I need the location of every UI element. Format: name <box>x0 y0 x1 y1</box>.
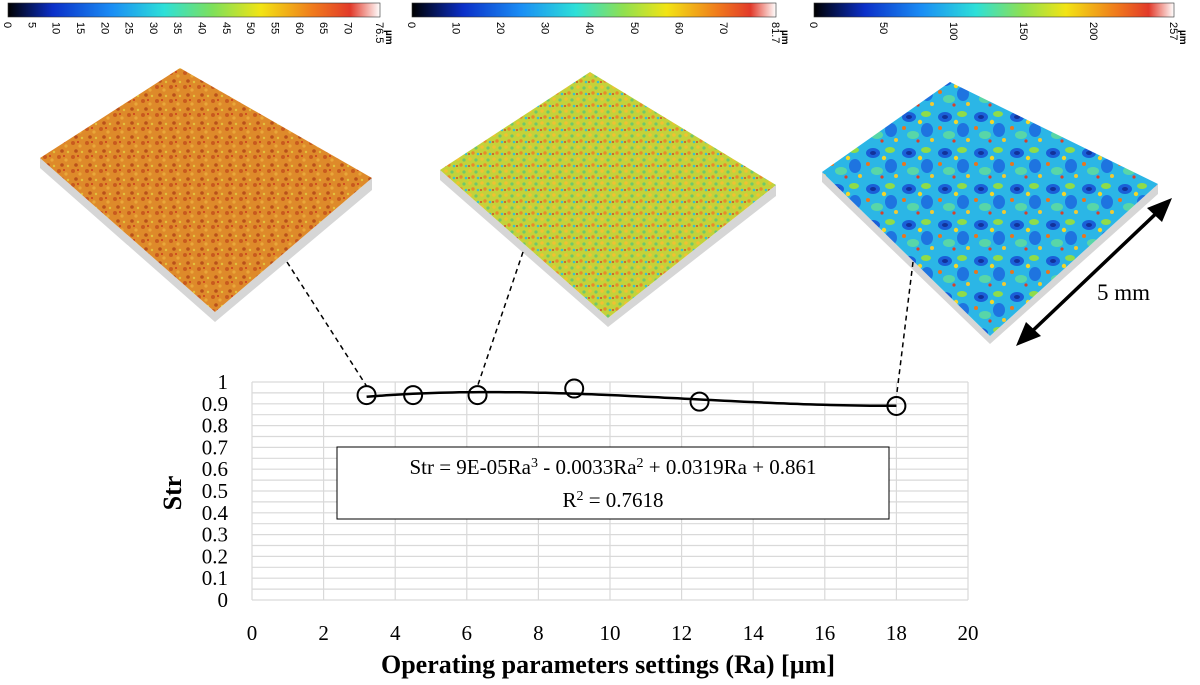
surface-3 <box>822 82 1158 344</box>
colorbar-1-tick-label: 76.5 <box>373 22 385 43</box>
colorbar-3-tick-label: 257 <box>1167 22 1179 40</box>
y-tick-label: 1 <box>218 370 229 394</box>
equation-text: Str = 9E-05Ra3 - 0.0033Ra2 + 0.0319Ra + … <box>409 455 816 479</box>
scale-label: 5 mm <box>1097 280 1150 305</box>
colorbar-1-tick-label: 40 <box>196 22 208 34</box>
y-tick-label: 0 <box>218 588 229 612</box>
colorbar-1-tick-label: 45 <box>220 22 232 34</box>
x-tick-label: 16 <box>814 621 835 645</box>
y-tick-labels: 00.10.20.30.40.50.60.70.80.91 <box>202 370 229 612</box>
surface-1-connector <box>286 261 368 387</box>
surface-1-top <box>40 68 372 312</box>
surface-2-connector <box>476 251 524 387</box>
y-tick-label: 0.7 <box>202 435 228 459</box>
x-tick-label: 14 <box>743 621 765 645</box>
surface-1 <box>40 68 372 322</box>
colorbar-2-tick-label: 70 <box>717 22 729 34</box>
colorbar-2-tick-label: 0 <box>405 22 417 28</box>
colorbar-1-tick-label: 10 <box>50 22 62 34</box>
colorbar-3-tick-label: 150 <box>1017 22 1029 40</box>
colorbar-1: 0 5 10 15 20 25 30 35 40 45 50 55 60 65 70 76.5 µm <box>1 2 394 45</box>
x-tick-label: 20 <box>958 621 979 645</box>
y-tick-label: 0.3 <box>202 523 228 547</box>
colorbar-2-tick-label: 50 <box>628 22 640 34</box>
colorbar-3-gradient <box>813 2 1175 18</box>
colorbar-2: 0 10 20 30 40 50 60 70 81.7 µm <box>405 2 790 45</box>
x-tick-labels: 0 2 4 6 8 10 12 14 16 18 20 <box>247 621 979 645</box>
y-tick-label: 0.8 <box>202 414 228 438</box>
x-tick-label: 0 <box>247 621 258 645</box>
colorbar-1-tick-label: 25 <box>123 22 135 34</box>
surface-1-base <box>40 158 372 322</box>
data-point <box>689 391 710 412</box>
colorbar-1-tick-label: 30 <box>147 22 159 34</box>
colorbar-2-tick-label: 60 <box>672 22 684 34</box>
colorbar-3-tick-label: 200 <box>1087 22 1099 40</box>
trendline <box>366 390 897 408</box>
colorbar-1-tick-label: 50 <box>244 22 256 34</box>
colorbar-1-tick-label: 55 <box>269 22 281 34</box>
colorbar-2-tick-label: 81.7 <box>769 22 781 43</box>
x-tick-label: 12 <box>671 621 692 645</box>
scale-arrow <box>1016 198 1172 346</box>
equation-box: Str = 9E-05Ra3 - 0.0033Ra2 + 0.0319Ra + … <box>336 446 890 520</box>
colorbar-1-tick-label: 60 <box>293 22 305 34</box>
colorbar-3-tick-label: 100 <box>947 22 959 40</box>
y-tick-label: 0.2 <box>202 544 228 568</box>
x-axis-title: Operating parameters settings (Ra) [µm] <box>381 650 835 679</box>
x-tick-label: 6 <box>462 621 473 645</box>
x-tick-label: 4 <box>390 621 401 645</box>
y-tick-label: 0.5 <box>202 479 228 503</box>
colorbar-2-tick-label: 10 <box>450 22 462 34</box>
colorbar-2-gradient <box>411 2 777 18</box>
data-point <box>467 385 488 406</box>
surface-connectors <box>286 251 914 398</box>
colorbar-1-gradient <box>7 2 381 18</box>
surface-2-top <box>440 72 776 318</box>
colorbar-1-tick-label: 0 <box>1 22 13 28</box>
colorbar-2-unit: µm <box>779 30 790 45</box>
colorbar-1-ticks: 0 5 10 15 20 25 30 35 40 45 50 55 60 65 70 76.5 <box>1 22 385 43</box>
colorbar-1-tick-label: 15 <box>74 22 86 34</box>
equation-box-frame <box>336 446 890 520</box>
colorbar-2-tick-label: 40 <box>583 22 595 34</box>
data-point <box>564 378 585 399</box>
colorbar-2-tick-label: 30 <box>539 22 551 34</box>
surface-2 <box>440 72 776 327</box>
data-points <box>356 378 907 416</box>
chart: 0 2 4 6 8 10 12 14 16 18 20 00.10.20.30.40.50.60.7… <box>158 251 979 679</box>
y-tick-label: 0.6 <box>202 457 228 481</box>
x-tick-label: 18 <box>886 621 907 645</box>
x-tick-label: 8 <box>533 621 544 645</box>
colorbar-3: 0 50 100 150 200 257 µm <box>807 2 1188 45</box>
r-squared-text: R2 = 0.7618 <box>562 488 663 512</box>
colorbar-2-tick-label: 20 <box>494 22 506 34</box>
colorbar-3-tick-label: 0 <box>807 22 819 28</box>
colorbar-1-tick-label: 5 <box>25 22 37 28</box>
y-tick-label: 0.4 <box>202 501 229 525</box>
colorbar-1-tick-label: 65 <box>317 22 329 34</box>
data-point <box>403 385 424 406</box>
y-axis-title: Str <box>158 476 187 511</box>
colorbar-1-tick-label: 35 <box>171 22 183 34</box>
y-tick-label: 0.1 <box>202 566 228 590</box>
colorbar-1-tick-label: 20 <box>98 22 110 34</box>
colorbar-3-ticks: 0 50 100 150 200 257 <box>807 22 1179 40</box>
surface-3-top <box>822 82 1158 336</box>
colorbar-3-tick-label: 50 <box>877 22 889 34</box>
colorbar-3-unit: µm <box>1177 30 1188 45</box>
colorbar-2-ticks: 0 10 20 30 40 50 60 70 81.7 <box>405 22 781 43</box>
surface-3-connector <box>895 261 914 398</box>
data-point <box>886 395 907 416</box>
data-point <box>356 385 377 406</box>
colorbar-1-tick-label: 70 <box>341 22 353 34</box>
colorbar-1-unit: µm <box>383 30 394 45</box>
y-tick-label: 0.9 <box>202 392 228 416</box>
x-tick-label: 10 <box>600 621 621 645</box>
x-tick-label: 2 <box>318 621 329 645</box>
